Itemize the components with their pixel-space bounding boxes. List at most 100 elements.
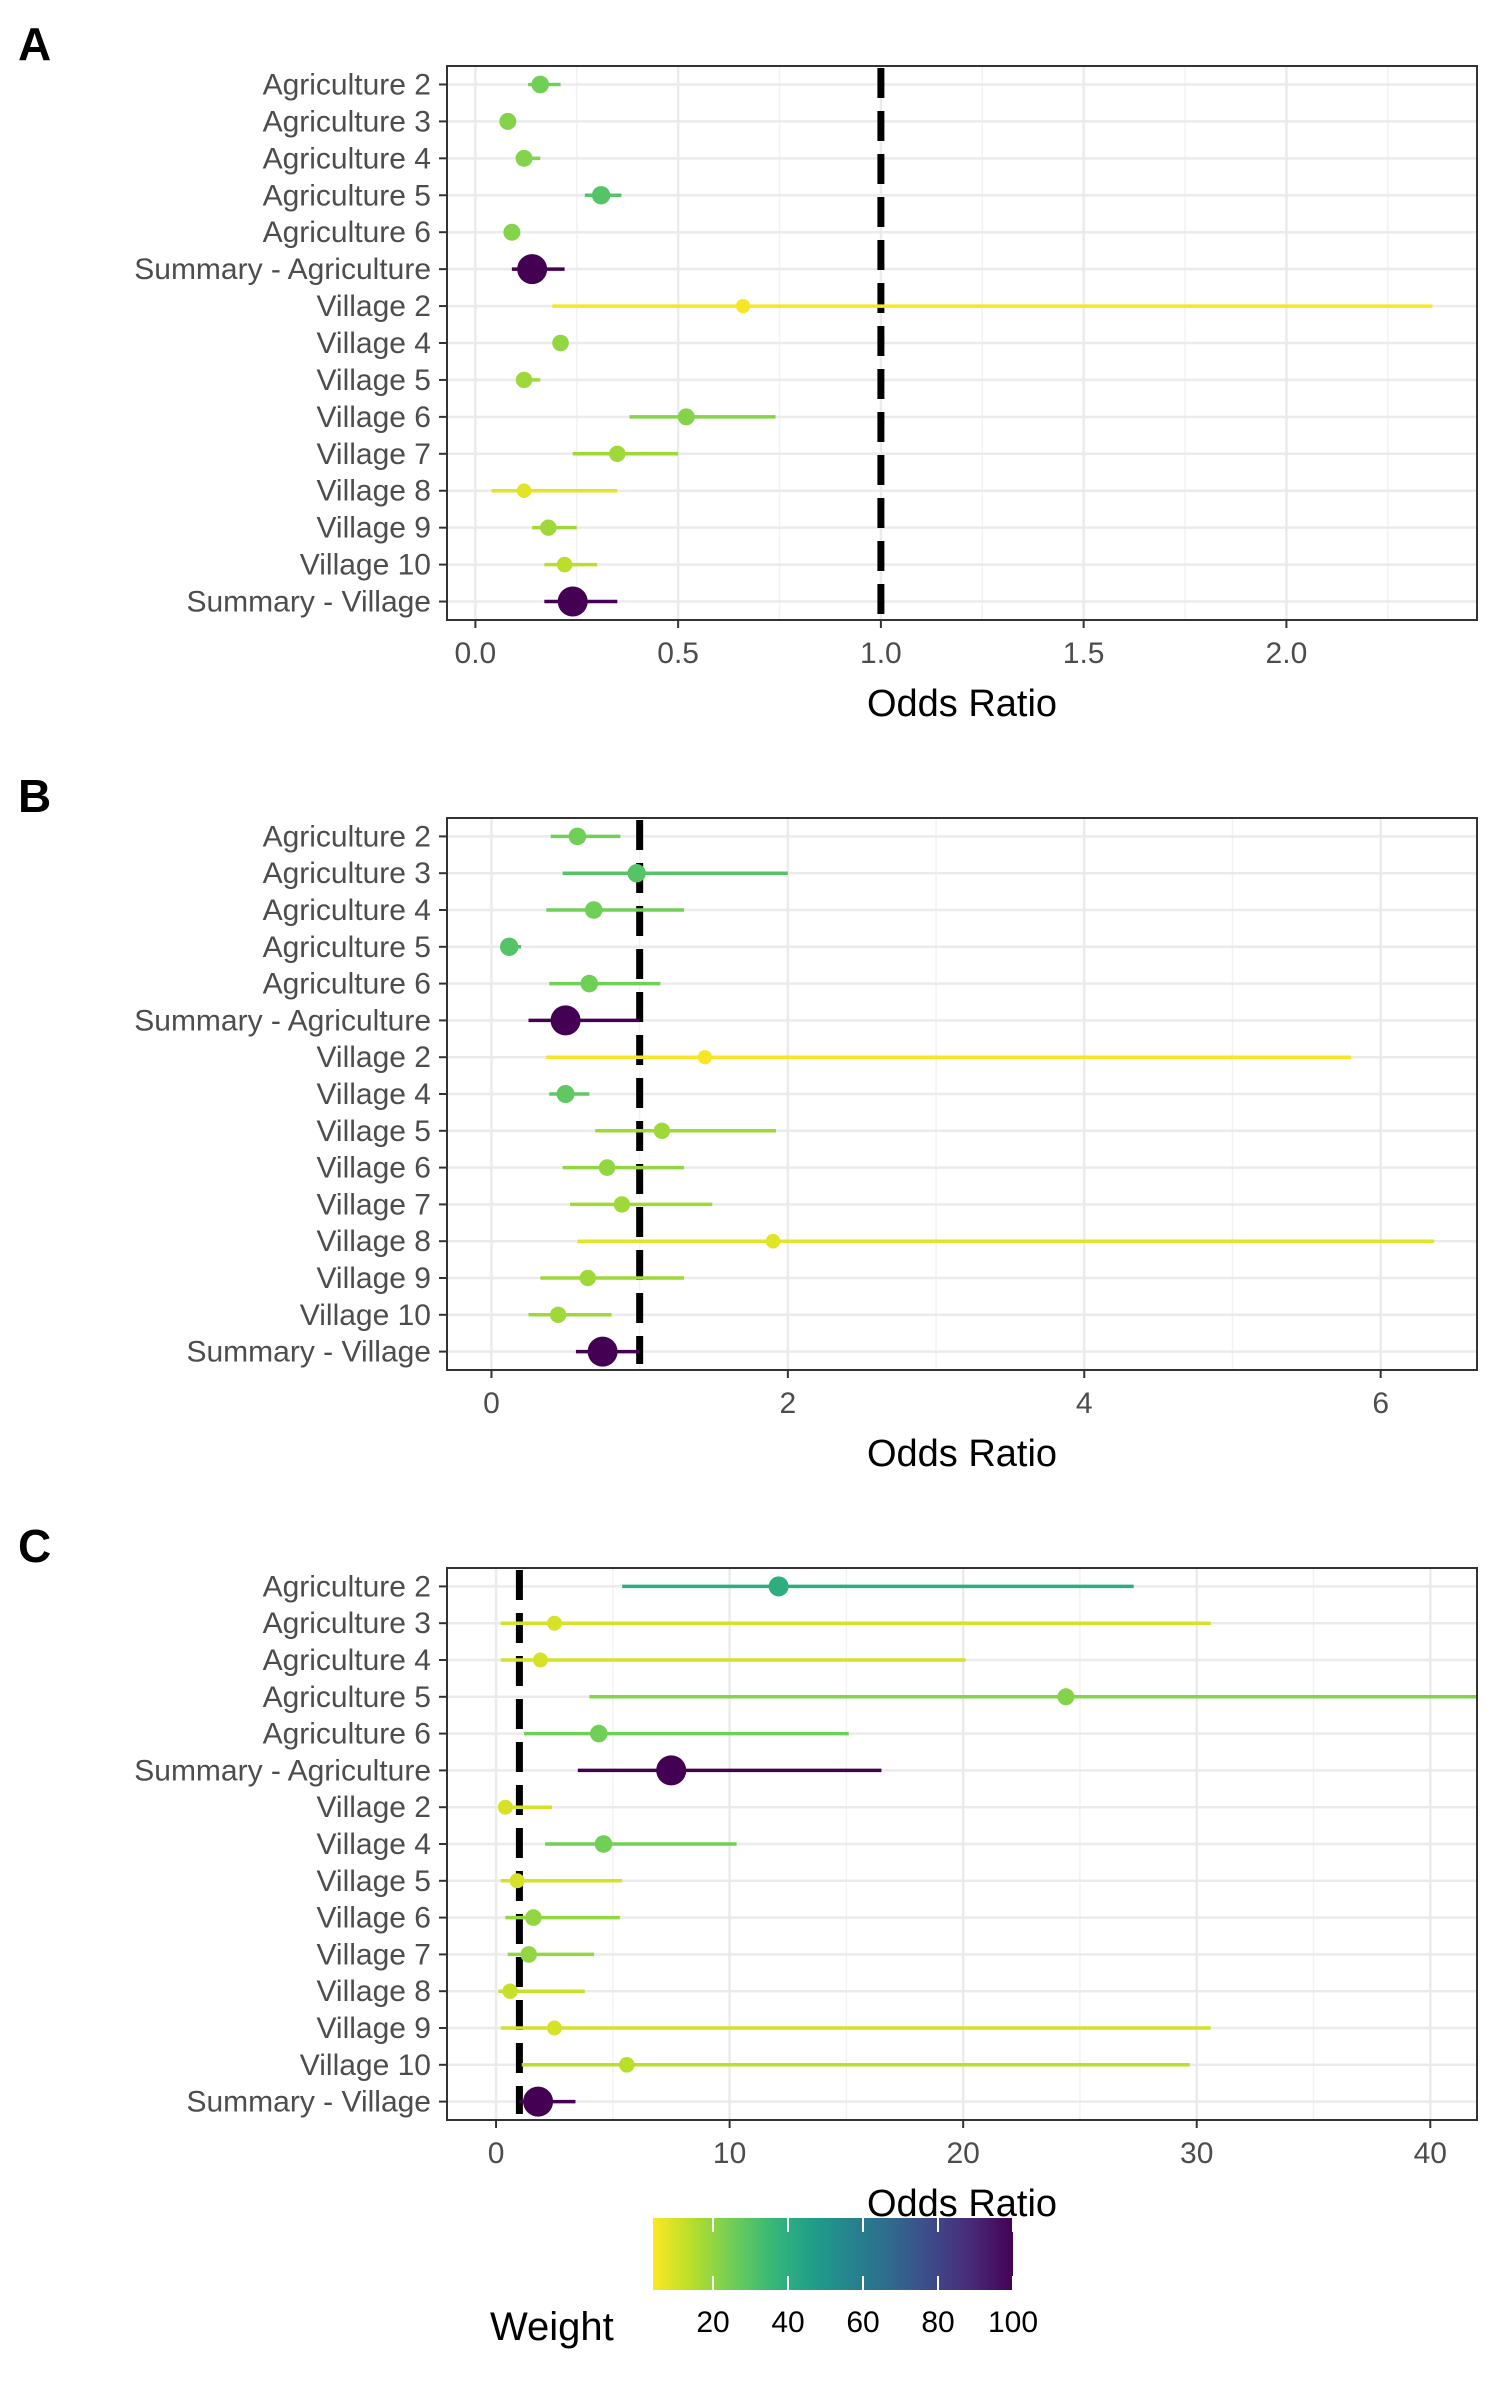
y-tick-label: Summary - Agriculture [134,253,431,286]
colorbar-tick-label: 40 [771,2306,804,2339]
point-village-9 [546,2020,562,2036]
x-tick-label: 0.0 [455,637,497,670]
y-tick-label: Village 7 [316,438,431,471]
y-tick-label: Village 2 [316,1791,431,1824]
y-tick-label: Agriculture 6 [263,968,431,1001]
y-tick-label: Agriculture 4 [263,1644,431,1677]
y-tick-label: Agriculture 3 [263,857,431,890]
x-tick-label: 0 [483,1387,500,1420]
y-tick-label: Village 10 [300,549,431,582]
point-agriculture-3 [627,864,646,883]
point-village-8 [765,1233,781,1249]
panel-label: A [18,18,51,70]
point-village-6 [677,408,695,426]
panel-a: A Agriculture 2 Agriculture 3 Agriculture 4… [18,18,1478,725]
y-tick-label: Agriculture 6 [263,216,431,249]
point-agriculture-5 [500,937,519,956]
x-tick-label: 0.5 [657,637,699,670]
point-summary-agriculture [656,1755,687,1786]
y-tick-label: Agriculture 3 [263,105,431,138]
point-village-9 [540,519,557,536]
point-village-2 [497,1799,513,1815]
y-tick-label: Village 5 [316,1865,431,1898]
point-village-8 [502,1983,518,1999]
point-summary-village [587,1336,618,1367]
point-summary-village [557,586,588,617]
y-tick-label: Village 5 [316,364,431,397]
point-village-6 [598,1159,616,1176]
point-summary-agriculture [517,254,548,285]
y-tick-label: Village 2 [316,290,431,323]
colorbar-tick-label: 100 [988,2306,1038,2339]
y-tick-label: Village 5 [316,1115,431,1148]
y-tick-label: Village 4 [316,1828,431,1861]
x-axis-title: Odds Ratio [867,1433,1057,1475]
x-tick-label: 4 [1076,1387,1093,1420]
point-village-6 [525,1909,542,1926]
point-village-2 [735,298,751,314]
y-tick-label: Village 6 [316,1902,431,1935]
weight-colorbar-legend: Weight 20 40 60 80 100 [490,2218,1038,2349]
point-agriculture-4 [515,149,533,167]
colorbar-tick-label: 60 [846,2306,879,2339]
point-agriculture-6 [590,1724,608,1743]
point-agriculture-4 [584,901,603,919]
x-axis-title: Odds Ratio [867,683,1057,725]
y-tick-label: Village 7 [316,1188,431,1221]
y-tick-label: Village 9 [316,1262,431,1295]
y-tick-label: Summary - Agriculture [134,1004,431,1037]
x-tick-label: 30 [1180,2137,1213,2170]
point-village-4 [594,1835,613,1853]
x-tick-label: 2.0 [1266,637,1308,670]
point-village-4 [552,334,569,352]
y-tick-label: Village 2 [316,1041,431,1074]
y-tick-label: Village 7 [316,1938,431,1971]
y-tick-label: Agriculture 5 [263,1681,431,1714]
panel-c: C Agriculture 2 Agriculture 3 Agriculture 4… [18,1520,1478,2225]
point-village-10 [556,556,573,573]
x-tick-label: 20 [946,2137,979,2170]
y-tick-label: Agriculture 6 [263,1718,431,1751]
point-village-7 [613,1196,631,1213]
y-tick-label: Village 6 [316,1152,431,1185]
panel-label: C [18,1520,51,1572]
y-tick-label: Village 10 [300,1299,431,1332]
x-tick-label: 2 [780,1387,797,1420]
point-agriculture-2 [568,827,587,846]
panel-b: B Agriculture 2 Agriculture 3 Agriculture 4… [18,770,1478,1475]
y-tick-label: Agriculture 5 [263,931,431,964]
point-agriculture-6 [580,974,599,993]
panel-label: B [18,770,51,822]
point-agriculture-4 [532,1652,548,1668]
point-village-10 [549,1306,567,1324]
y-tick-label: Village 4 [316,327,431,360]
y-tick-label: Village 10 [300,2049,431,2082]
point-village-2 [697,1050,712,1065]
point-agriculture-2 [768,1576,789,1597]
colorbar [653,2218,1013,2290]
point-village-8 [516,483,532,499]
y-tick-label: Village 8 [316,1975,431,2008]
point-village-7 [520,1946,538,1963]
y-tick-label: Summary - Village [186,586,431,619]
y-tick-label: Agriculture 5 [263,179,431,212]
y-tick-label: Agriculture 4 [263,894,431,927]
point-village-5 [509,1873,525,1889]
x-tick-label: 10 [713,2137,746,2170]
legend-title: Weight [490,2305,614,2349]
x-tick-label: 6 [1372,1387,1389,1420]
point-agriculture-2 [531,75,550,94]
point-village-5 [515,371,533,389]
point-agriculture-5 [591,186,611,205]
x-tick-label: 0 [488,2137,505,2170]
point-village-10 [619,2057,635,2073]
y-tick-label: Agriculture 2 [263,1570,431,1603]
y-tick-label: Village 9 [316,2012,431,2045]
y-tick-label: Agriculture 2 [263,820,431,853]
point-village-4 [556,1085,575,1103]
y-tick-label: Village 8 [316,1225,431,1258]
y-tick-label: Summary - Village [186,1336,431,1369]
y-tick-label: Village 6 [316,401,431,434]
y-tick-label: Agriculture 2 [263,68,431,101]
point-village-7 [609,445,626,462]
